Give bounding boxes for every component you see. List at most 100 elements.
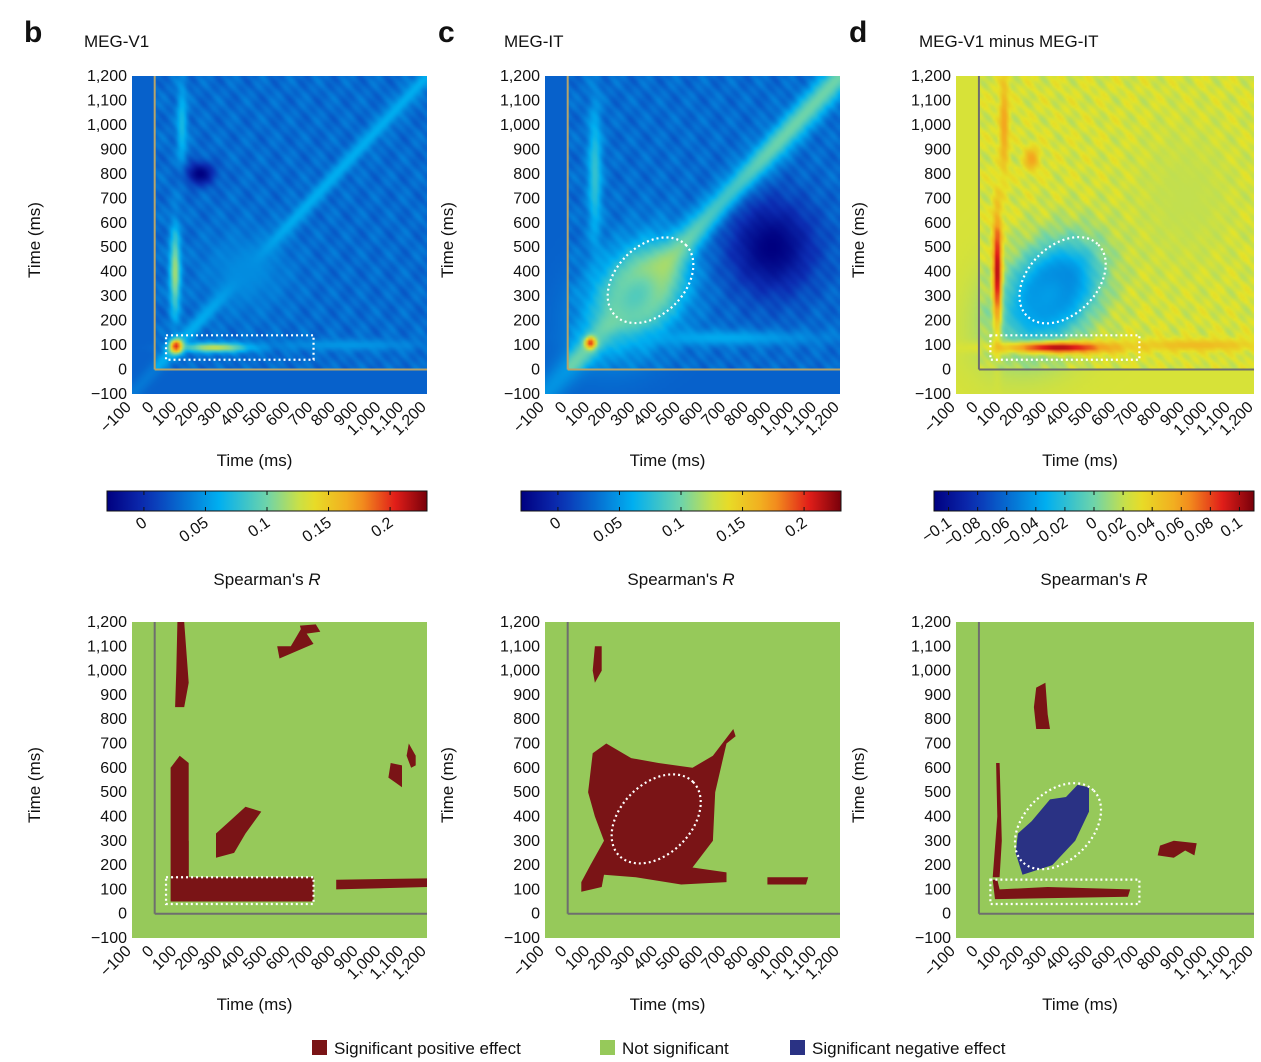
- colorbar-tick-label: 0.2: [782, 514, 810, 541]
- colorbar-label-italic: R: [722, 570, 734, 589]
- y-tick-label: 0: [531, 906, 540, 923]
- y-tick-label: 300: [100, 288, 127, 305]
- y-tick-label: 800: [100, 166, 127, 183]
- y-tick-label: 500: [513, 784, 540, 801]
- y-tick-label: 600: [924, 215, 951, 232]
- y-tick-label: −100: [915, 930, 951, 947]
- y-tick-label: 1,000: [500, 117, 540, 134]
- y-tick-label: 1,200: [911, 614, 951, 631]
- x-axis-label: Time (ms): [1042, 451, 1118, 470]
- y-tick-label: 200: [100, 313, 127, 330]
- y-tick-label: 0: [942, 906, 951, 923]
- x-tick-label: −100: [510, 943, 548, 981]
- y-tick-label: 1,100: [500, 638, 540, 655]
- y-tick-label: 200: [924, 313, 951, 330]
- positive-region-2: [175, 622, 189, 708]
- y-tick-label: 400: [513, 808, 540, 825]
- panel-letter: d: [849, 16, 867, 49]
- positive-region-6: [336, 878, 427, 890]
- x-tick-label: −100: [97, 943, 135, 981]
- y-tick-label: −100: [91, 930, 127, 947]
- not-significant-area: [956, 622, 1254, 938]
- y-tick-label: 100: [513, 337, 540, 354]
- y-tick-label: 900: [513, 141, 540, 158]
- plot-area: [956, 76, 1254, 394]
- y-tick-label: −100: [915, 386, 951, 403]
- highlight-ellipse: [1013, 782, 1103, 871]
- legend-swatch: [600, 1040, 615, 1055]
- colorbar-tick-label: 0.1: [659, 514, 687, 541]
- y-tick-label: 500: [100, 784, 127, 801]
- colorbar-tick-label: 0.2: [368, 514, 396, 541]
- y-tick-label: 400: [100, 264, 127, 281]
- positive-region-2: [1033, 682, 1050, 729]
- y-tick-label: 100: [100, 881, 127, 898]
- y-tick-label: 1,100: [911, 92, 951, 109]
- panel-b-significance: 1,200 1,100 1,000 900 800 700 600 500 400 300 200 1…: [25, 614, 430, 1014]
- x-tick-label: −100: [921, 943, 959, 981]
- y-tick-label: 600: [100, 215, 127, 232]
- colorbar-tick-label: 0.06: [1152, 514, 1187, 546]
- panel-d-significance: 1,200 1,100 1,000 900 800 700 600 500 400 300 200 1…: [849, 614, 1257, 1014]
- colorbar-tick-label: 0.05: [590, 514, 625, 546]
- panel-b: b MEG-V1 1,200 1,100 1,000 900 800 700 600 500 400…: [24, 16, 430, 589]
- x-axis-label: Time (ms): [217, 451, 293, 470]
- colorbar-label-italic: R: [1135, 570, 1147, 589]
- positive-region-3: [216, 806, 262, 858]
- y-tick-label: 300: [924, 288, 951, 305]
- y-tick-label: 0: [942, 362, 951, 379]
- legend-swatch: [312, 1040, 327, 1055]
- colorbar: −0.1−0.08−0.06−0.04−0.02 00.020.040.060.0…: [919, 490, 1255, 589]
- x-axis-label: Time (ms): [217, 995, 293, 1014]
- positive-region-5: [299, 624, 321, 635]
- y-tick-label: 1,000: [911, 117, 951, 134]
- y-tick-label: 900: [924, 141, 951, 158]
- legend-label: Significant negative effect: [812, 1039, 1006, 1058]
- y-tick-label: 1,000: [911, 663, 951, 680]
- colorbar-tick-label: 0.15: [714, 514, 749, 546]
- y-tick-label: 100: [924, 337, 951, 354]
- legend-swatch: [790, 1040, 805, 1055]
- legend-label: Significant positive effect: [334, 1039, 521, 1058]
- y-tick-label: 1,100: [87, 92, 127, 109]
- panel-title: MEG-IT: [504, 32, 564, 51]
- y-axis-label: Time (ms): [438, 747, 457, 823]
- positive-region-0: [581, 729, 736, 892]
- colorbar-label-italic: R: [308, 570, 320, 589]
- negative-region-4: [1015, 784, 1089, 875]
- y-axis-label: Time (ms): [25, 202, 44, 278]
- y-tick-label: 300: [924, 833, 951, 850]
- y-tick-label: 500: [100, 239, 127, 256]
- positive-region-7: [388, 763, 402, 788]
- legend-item: Significant positive effect: [312, 1039, 521, 1058]
- y-tick-label: 300: [513, 288, 540, 305]
- colorbar: 0 0.05 0.1 0.15 0.2 Spearman's R: [106, 490, 428, 589]
- y-axis-label: Time (ms): [849, 747, 868, 823]
- highlight-ellipse: [610, 773, 702, 865]
- legend: Significant positive effect Not significa…: [312, 1039, 1006, 1058]
- y-tick-label: 400: [513, 264, 540, 281]
- y-tick-label: 1,100: [911, 638, 951, 655]
- plot-area: [956, 622, 1254, 938]
- panel-letter: b: [24, 16, 42, 49]
- y-tick-label: 200: [513, 313, 540, 330]
- plot-area: [545, 76, 840, 394]
- y-axis-label: Time (ms): [849, 202, 868, 278]
- plot-area: [132, 76, 427, 394]
- y-tick-label: 1,100: [87, 638, 127, 655]
- positive-region-4: [277, 626, 314, 659]
- y-tick-label: 800: [100, 711, 127, 728]
- heatmap-image: [132, 76, 427, 394]
- y-tick-label: 900: [100, 141, 127, 158]
- panel-c: c MEG-IT 1,200 1,100 1,000 900 800 700 600 500 400…: [438, 16, 843, 589]
- y-tick-label: 200: [513, 857, 540, 874]
- colorbar-tick-label: 0.04: [1123, 514, 1158, 546]
- y-tick-label: 600: [513, 215, 540, 232]
- colorbar-tick-label: 0.08: [1181, 514, 1216, 546]
- y-tick-label: 400: [924, 264, 951, 281]
- colorbar-tick-label: 0: [547, 514, 564, 533]
- y-tick-label: 1,000: [87, 117, 127, 134]
- y-tick-label: 900: [513, 687, 540, 704]
- y-tick-label: 700: [100, 736, 127, 753]
